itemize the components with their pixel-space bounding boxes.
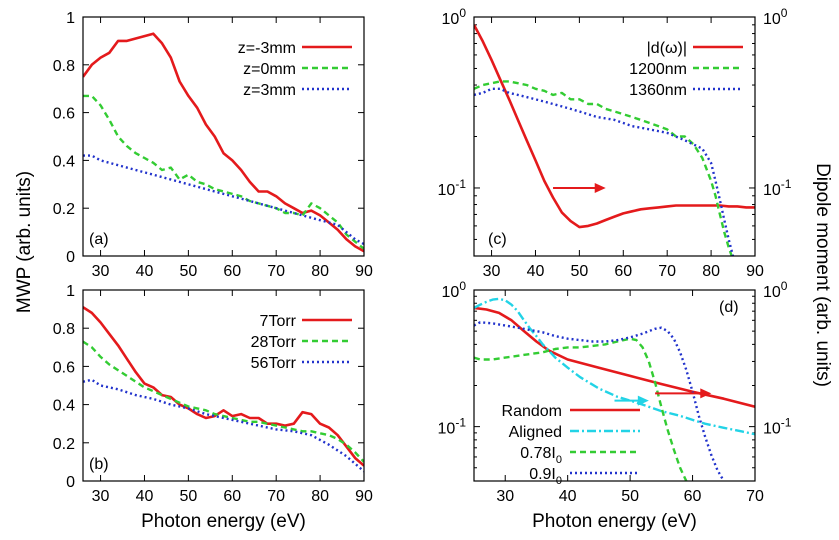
panel-d: 30 40 50 60 70 10-1 10-1 100 100 (d) Photon energy… [438,279,792,532]
series-group [474,297,755,481]
y-tick-label: 0.8 [53,58,75,75]
y-tick-label: 0.2 [53,201,75,218]
panel-label: (d) [719,299,739,316]
legend-label: Random [502,403,562,420]
series-line [83,32,364,253]
right-y-tick-label: 10-1 [763,177,792,199]
series-line [474,306,755,408]
x-tick-label: 60 [614,263,632,280]
series-group [83,32,364,253]
series-line [474,24,755,229]
legend-label: 1200nm [629,61,687,78]
series-line [474,337,688,481]
legend-label: z=3mm [243,82,296,99]
y-tick-label: 0.4 [53,153,75,170]
series-line [83,94,364,250]
x-tick-label: 60 [223,488,241,505]
series-line [83,306,364,467]
y-tick-label: 100 [442,6,467,28]
x-tick-label: 40 [136,263,154,280]
right-y-tick-label: 10-1 [763,416,792,438]
panel-a: 30 40 50 60 70 80 90 0 0.2 0.4 0.6 0.8 1 (a) z=-3mm z=0… [53,10,373,280]
x-tick-label: 70 [267,488,285,505]
x-tick-label: 30 [92,488,110,505]
legend-label: z=-3mm [238,40,296,57]
plot-frame [82,16,365,257]
x-tick-label: 40 [136,488,154,505]
right-y-axis-label: Dipole moment (arb. units) [812,163,833,387]
arrow-head [594,182,606,193]
y-tick-label: 0.8 [53,321,75,338]
x-tick-label: 40 [527,263,545,280]
y-tick-label: 100 [442,279,467,301]
panel-label: (a) [89,231,109,248]
arrow-head [700,388,712,399]
series-group [474,24,755,256]
series-line [83,340,364,463]
panels: 30 40 50 60 70 80 90 0 0.2 0.4 0.6 0.8 1 (a) z=-3mm z=0… [53,6,792,532]
x-axis-label: Photon energy (eV) [141,511,306,532]
x-tick-label: 70 [746,488,764,505]
series-line [474,297,755,436]
y-tick-label: 1 [66,283,75,300]
right-y-tick-label: 100 [763,6,788,28]
x-tick-label: 50 [179,263,197,280]
series-line [474,321,725,481]
legend-label: 56Torr [251,355,297,372]
panel-b: 30 40 50 60 70 80 90 0 0.2 0.4 0.6 0.8 1 (b) Photon en… [53,283,373,532]
legend-label: 0.9I0 [529,466,562,487]
y-tick-label: 1 [66,10,75,27]
left-y-axis-label: MWP (arb. units) [14,171,35,313]
x-tick-label: 50 [621,488,639,505]
plot-frame [473,289,756,482]
plot-frame [473,16,756,257]
x-tick-label: 30 [496,488,514,505]
x-tick-label: 90 [355,488,373,505]
y-tick-label: 0.4 [53,398,75,415]
x-tick-label: 90 [746,263,764,280]
plot-frame [82,289,365,482]
legend-label: |d(ω)| [647,40,687,57]
y-tick-label: 0 [66,249,75,266]
series-line [474,87,735,256]
y-tick-label: 0.2 [53,436,75,453]
x-tick-label: 50 [570,263,588,280]
x-tick-label: 60 [684,488,702,505]
x-tick-label: 30 [92,263,110,280]
series-line [83,378,364,473]
x-tick-label: 60 [223,263,241,280]
x-tick-label: 70 [658,263,676,280]
panel-c: 30 40 50 60 70 80 90 10-1 10-1 100 100 (c) |d(ω)| 120… [438,6,792,280]
x-tick-label: 80 [311,488,329,505]
x-tick-label: 40 [559,488,577,505]
right-y-tick-label: 100 [763,279,788,301]
y-tick-label: 10-1 [438,416,467,438]
x-tick-label: 80 [702,263,720,280]
x-tick-label: 50 [179,488,197,505]
panel-label: (b) [89,456,109,473]
x-axis-label: Photon energy (eV) [532,511,697,532]
x-tick-label: 70 [267,263,285,280]
legend-label: 0.78I0 [520,445,562,466]
y-tick-label: 0.6 [53,359,75,376]
legend-label: 28Torr [251,334,297,351]
y-tick-label: 10-1 [438,177,467,199]
series-group [83,306,364,473]
panel-label: (c) [488,231,507,248]
y-tick-label: 0.6 [53,106,75,123]
legend-label: Aligned [509,424,562,441]
y-tick-label: 0 [66,474,75,491]
arrow-head [637,395,649,406]
x-tick-label: 80 [311,263,329,280]
legend-label: 1360nm [629,82,687,99]
series-line [83,154,364,246]
x-tick-label: 30 [483,263,501,280]
legend-label: z=0mm [243,61,296,78]
x-tick-label: 90 [355,263,373,280]
legend-label: 7Torr [260,313,297,330]
